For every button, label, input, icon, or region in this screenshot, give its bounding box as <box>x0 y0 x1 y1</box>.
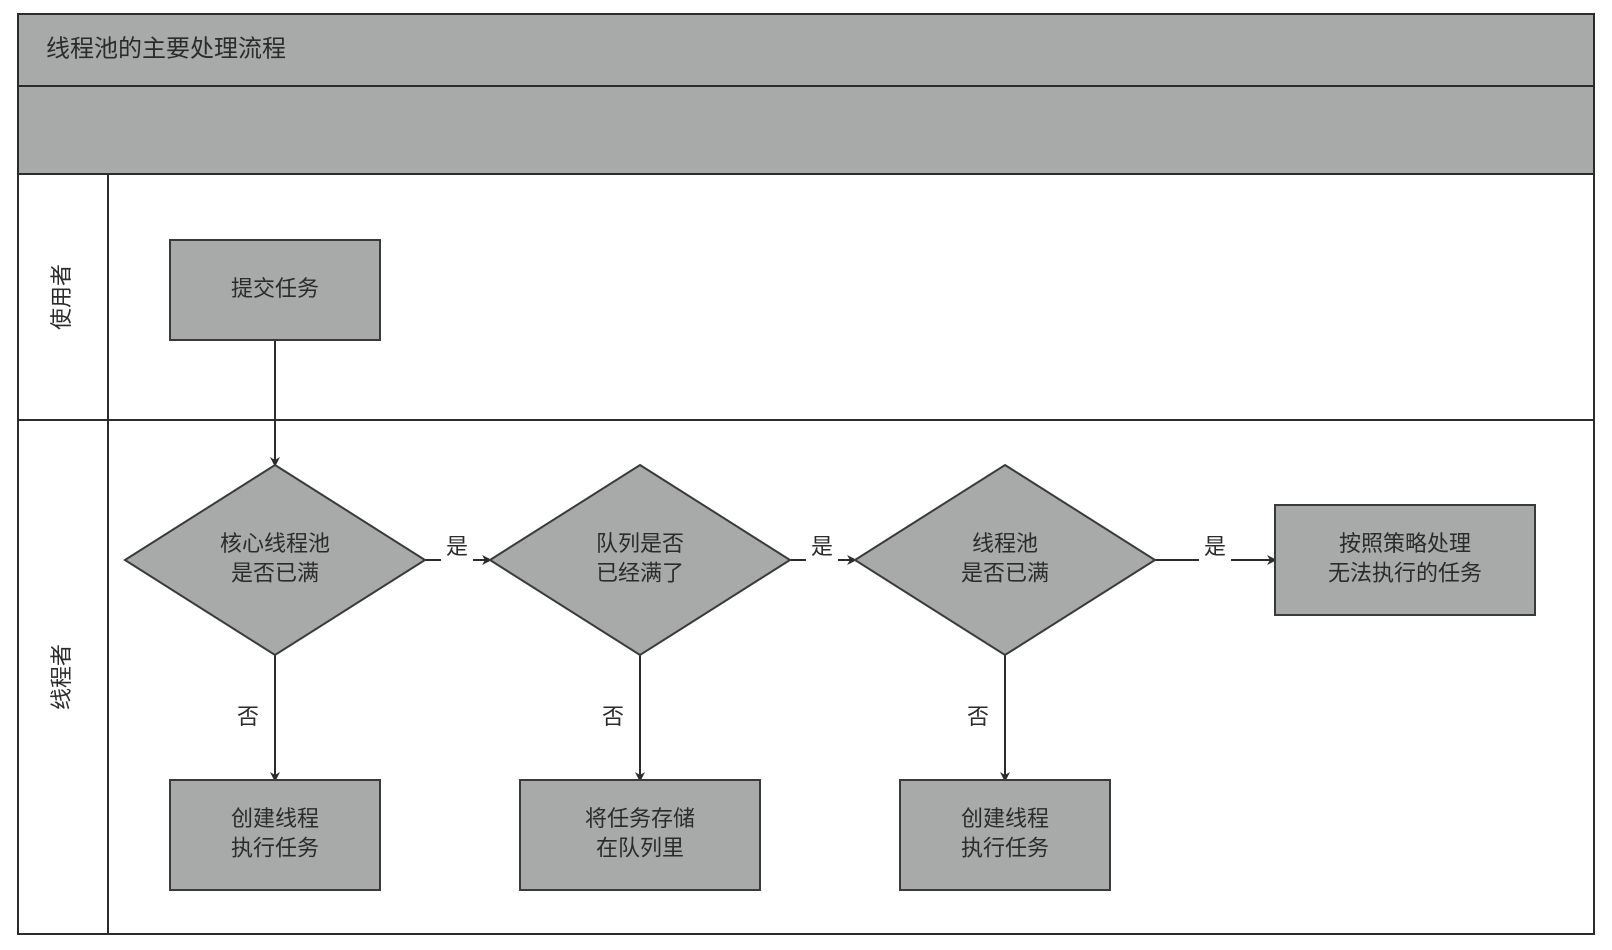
node-r1: 创建线程执行任务 <box>170 780 380 890</box>
edge-label-d2-r2: 否 <box>602 704 624 729</box>
node-d2-line0: 队列是否 <box>596 531 684 556</box>
node-r2: 将任务存储在队列里 <box>520 780 760 890</box>
diagram-title: 线程池的主要处理流程 <box>46 35 286 62</box>
flowchart-canvas: 线程池的主要处理流程使用者线程者 提交任务核心线程池是否已满队列是否已经满了线程… <box>0 0 1612 950</box>
node-r1-line0: 创建线程 <box>231 806 319 831</box>
node-submit: 提交任务 <box>170 240 380 340</box>
node-r3-line1: 执行任务 <box>961 836 1049 861</box>
svg-text:线程者: 线程者 <box>49 644 74 710</box>
edge-label-d3-r3: 否 <box>967 704 989 729</box>
node-r3-line0: 创建线程 <box>961 806 1049 831</box>
node-d3-line0: 线程池 <box>972 531 1038 556</box>
edge-label-d1-r1: 否 <box>237 704 259 729</box>
header-strip <box>18 86 1594 174</box>
node-r3: 创建线程执行任务 <box>900 780 1110 890</box>
node-d3-line1: 是否已满 <box>961 561 1049 586</box>
edge-label-d2-d3: 是 <box>811 534 833 559</box>
node-r_policy: 按照策略处理无法执行的任务 <box>1275 505 1535 615</box>
svg-text:使用者: 使用者 <box>49 264 74 330</box>
node-d2: 队列是否已经满了 <box>490 465 790 655</box>
node-d1-line0: 核心线程池 <box>220 531 330 556</box>
node-r1-line1: 执行任务 <box>231 836 319 861</box>
node-d1-line1: 是否已满 <box>231 561 319 586</box>
node-r2-line1: 在队列里 <box>596 836 684 861</box>
edge-label-d3-r_policy: 是 <box>1204 534 1226 559</box>
node-r_policy-line1: 无法执行的任务 <box>1328 561 1482 586</box>
node-d3: 线程池是否已满 <box>855 465 1155 655</box>
node-r2-line0: 将任务存储 <box>585 806 695 831</box>
node-d1: 核心线程池是否已满 <box>125 465 425 655</box>
flowchart-svg: 线程池的主要处理流程使用者线程者 提交任务核心线程池是否已满队列是否已经满了线程… <box>0 0 1612 950</box>
node-d2-line1: 已经满了 <box>596 561 684 586</box>
node-r_policy-line0: 按照策略处理 <box>1339 531 1471 556</box>
lane-label-pool: 线程者 <box>49 644 74 710</box>
lane-label-user: 使用者 <box>49 264 74 330</box>
node-submit-line0: 提交任务 <box>231 276 319 301</box>
edge-label-d1-d2: 是 <box>446 534 468 559</box>
